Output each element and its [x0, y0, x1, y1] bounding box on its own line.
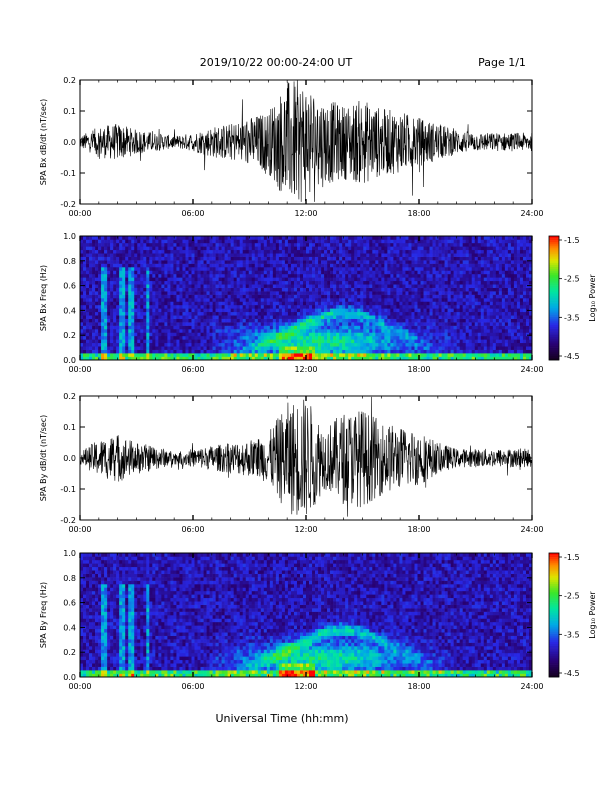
y-tick-label: 0.0: [63, 138, 76, 147]
y-tick-label: 1.0: [63, 232, 76, 241]
colorbar-tick-label: -1.5: [564, 553, 580, 562]
x-tick-label: 18:00: [407, 682, 430, 691]
y-axis-label: SPA Bx Freq (Hz): [39, 265, 48, 331]
y-tick-label: -0.1: [60, 485, 76, 494]
y-tick-label: -0.1: [60, 169, 76, 178]
y-tick-label: 0.1: [63, 423, 76, 432]
x-tick-label: 00:00: [68, 209, 91, 218]
colorbar-frame: [548, 235, 560, 361]
x-tick-label: 12:00: [294, 365, 317, 374]
y-tick-label: 0.2: [63, 76, 76, 85]
spectrogram: [80, 553, 533, 678]
y-tick-label: 1.0: [63, 549, 76, 558]
panel-2: -1.5 -2.5 -3.5 -4.5 Log₁₀ Power 1.0 0.8 0.6 0.4 0…: [39, 232, 597, 374]
x-tick-label: 24:00: [520, 525, 543, 534]
y-axis-label: SPA Bx dB/dt (nT/sec): [39, 99, 48, 186]
colorbar-4: -1.5 -2.5 -3.5 -4.5 Log₁₀ Power: [548, 552, 597, 678]
x-tick-label: 12:00: [294, 682, 317, 691]
y-tick-label: 0.0: [63, 356, 76, 365]
y-tick-label: 0.4: [63, 306, 76, 315]
y-tick-label: 0.2: [63, 331, 76, 340]
panel-1: 0.2 0.1 0.0 -0.1 -0.200:00 06:00 12:00 18:00 24:…: [39, 76, 544, 218]
figure-title: 2019/10/22 00:00-24:00 UT: [200, 56, 353, 69]
x-tick-label: 18:00: [407, 209, 430, 218]
y-tick-label: 0.0: [63, 673, 76, 682]
x-tick-label: 12:00: [294, 209, 317, 218]
colorbar-tick-label: -4.5: [564, 669, 580, 678]
y-tick-label: 0.6: [63, 599, 76, 608]
y-axis-label: SPA By Freq (Hz): [39, 582, 48, 648]
x-tick-label: 24:00: [520, 209, 543, 218]
colorbar-tick-label: -3.5: [564, 630, 580, 639]
y-tick-label: 0.2: [63, 392, 76, 401]
y-tick-label: -0.2: [60, 516, 76, 525]
panel-3: 0.2 0.1 0.0 -0.1 -0.200:00 06:00 12:00 18:00 24:…: [39, 392, 544, 534]
y-axis-label: SPA By dB/dt (nT/sec): [39, 415, 48, 502]
y-tick-label: 0.6: [63, 282, 76, 291]
y-tick-label: 0.8: [63, 257, 76, 266]
x-tick-label: 00:00: [68, 365, 91, 374]
y-tick-label: 0.8: [63, 574, 76, 583]
x-tick-label: 18:00: [407, 525, 430, 534]
y-tick-label: -0.2: [60, 200, 76, 209]
colorbar-2: -1.5 -2.5 -3.5 -4.5 Log₁₀ Power: [548, 235, 597, 361]
x-tick-label: 12:00: [294, 525, 317, 534]
waveform-line: [79, 396, 533, 517]
colorbar-tick-label: -3.5: [564, 313, 580, 322]
colorbar-tick-label: -4.5: [564, 352, 580, 361]
panel-4: -1.5 -2.5 -3.5 -4.5 Log₁₀ Power 1.0 0.8 0.6 0.4 0…: [39, 549, 597, 691]
y-tick-label: 0.2: [63, 648, 76, 657]
x-tick-label: 06:00: [181, 365, 204, 374]
x-tick-label: 06:00: [181, 209, 204, 218]
x-tick-label: 00:00: [68, 682, 91, 691]
colorbar-label: Log₁₀ Power: [588, 591, 597, 639]
spectrogram: [80, 236, 533, 361]
waveform-line: [79, 80, 533, 202]
x-tick-label: 00:00: [68, 525, 91, 534]
colorbar-tick-label: -2.5: [564, 275, 580, 284]
colorbar-tick-label: -1.5: [564, 236, 580, 245]
colorbar-label: Log₁₀ Power: [588, 274, 597, 322]
x-tick-label: 24:00: [520, 682, 543, 691]
colorbar-frame: [548, 552, 560, 678]
page-indicator: Page 1/1: [478, 56, 526, 69]
x-tick-label: 06:00: [181, 525, 204, 534]
y-tick-label: 0.1: [63, 107, 76, 116]
colorbar-tick-label: -2.5: [564, 592, 580, 601]
y-tick-label: 0.0: [63, 454, 76, 463]
y-tick-label: 0.4: [63, 623, 76, 632]
x-axis-title: Universal Time (hh:mm): [216, 712, 349, 725]
x-tick-label: 24:00: [520, 365, 543, 374]
x-tick-label: 18:00: [407, 365, 430, 374]
x-tick-label: 06:00: [181, 682, 204, 691]
